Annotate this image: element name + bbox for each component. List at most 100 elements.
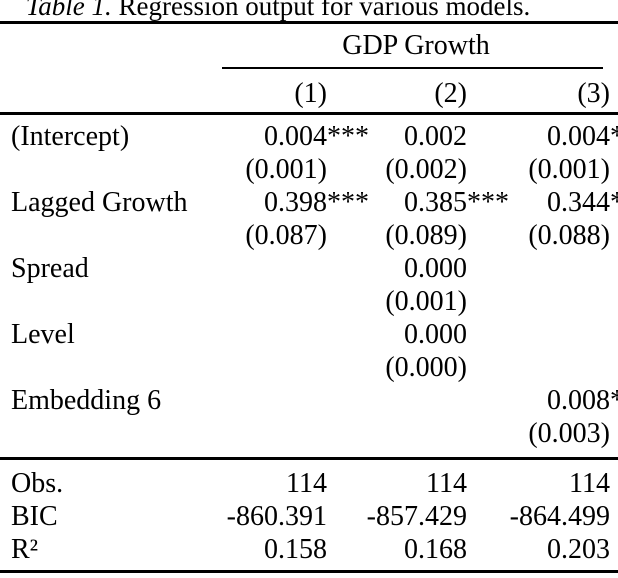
- cell-value: (0.002): [385, 154, 467, 185]
- row-label: [0, 285, 222, 318]
- cell: 0.004***: [264, 121, 369, 152]
- cell: -860.391: [226, 501, 327, 532]
- coefficient-rows: (Intercept) 0.004*** 0.002 0.004*** (0.0…: [0, 120, 618, 450]
- table-row: (0.001) (0.002) (0.001): [0, 153, 610, 186]
- row-label: BIC: [11, 501, 58, 532]
- table-midrule-top: [0, 112, 618, 115]
- table-caption: Table 1. Regression output for various m…: [0, 0, 556, 20]
- cell: [222, 384, 327, 417]
- table-row: (0.087) (0.089) (0.088): [0, 219, 610, 252]
- table-row: Level 0.000: [0, 318, 610, 351]
- cell: 0.158: [264, 534, 327, 565]
- row-label: [0, 351, 222, 384]
- cell: (0.089): [327, 219, 467, 252]
- cell: [222, 417, 327, 450]
- cell: 0.002: [327, 120, 467, 153]
- cell-value: (0.089): [385, 220, 467, 251]
- summary-statistics-rows: Obs. 114 114 114 BIC -860.391 -857.429 -…: [0, 467, 610, 566]
- cell: 114: [426, 468, 467, 499]
- cell-value: (0.003): [528, 418, 610, 449]
- cell: [222, 351, 327, 384]
- cell: [222, 318, 327, 351]
- cell-value: 0.000: [404, 253, 467, 284]
- cell: 0.385***: [404, 187, 509, 218]
- cell-value: 0.000: [404, 319, 467, 350]
- table-row: R² 0.158 0.168 0.203: [0, 533, 610, 566]
- cell-value: (0.088): [528, 220, 610, 251]
- cell: [327, 384, 467, 417]
- cell: 0.000: [327, 318, 467, 351]
- cell: (0.002): [327, 153, 467, 186]
- table-caption-number: Table 1.: [25, 0, 112, 21]
- cell: (0.003): [467, 417, 610, 450]
- cell: 114: [569, 468, 610, 499]
- table-toprule: [0, 21, 618, 24]
- cell: 114: [286, 468, 327, 499]
- cell-value: 0.344: [547, 187, 610, 218]
- column-header-2: (2): [434, 78, 467, 109]
- table-caption-text: Regression output for various models.: [111, 0, 531, 21]
- cell: 0.008*: [467, 384, 618, 417]
- table-row: BIC -860.391 -857.429 -864.499: [0, 500, 610, 533]
- table-row: (0.000): [0, 351, 610, 384]
- cell: (0.087): [222, 219, 327, 252]
- cell: [467, 318, 610, 351]
- cell: [327, 417, 467, 450]
- cell: (0.000): [327, 351, 467, 384]
- row-label: Level: [11, 319, 75, 350]
- cell: (0.001): [327, 285, 467, 318]
- cell-value: 0.004: [264, 121, 327, 152]
- cell: 0.203: [547, 534, 610, 565]
- table-bottomrule: [0, 570, 618, 573]
- group-header-underline: [222, 67, 603, 69]
- column-header-3: (3): [577, 78, 610, 109]
- cell-value: 0.002: [404, 121, 467, 152]
- row-label: [0, 153, 222, 186]
- table-row: Spread 0.000: [0, 252, 610, 285]
- cell: 0.000: [327, 252, 467, 285]
- cell: [467, 252, 610, 285]
- row-label: Embedding 6: [11, 385, 162, 416]
- cell-value: 0.008: [547, 385, 610, 416]
- cell-value: (0.087): [245, 220, 327, 251]
- cell: (0.001): [222, 153, 327, 186]
- row-label: Lagged Growth: [11, 187, 188, 218]
- table-row: Lagged Growth 0.398*** 0.385*** 0.344***: [0, 186, 618, 219]
- cell: [467, 351, 610, 384]
- cell: -864.499: [509, 501, 610, 532]
- cell-value: (0.001): [245, 154, 327, 185]
- row-label: [0, 219, 222, 252]
- cell-value: 0.004: [547, 121, 610, 152]
- cell-value: 0.385: [404, 187, 467, 218]
- cell: [467, 285, 610, 318]
- column-header-row: (1) (2) (3): [0, 77, 610, 110]
- table-row: Obs. 114 114 114: [0, 467, 610, 500]
- cell: 0.344***: [467, 186, 618, 219]
- cell-value: (0.001): [385, 286, 467, 317]
- cell: 0.168: [404, 534, 467, 565]
- cell: [222, 285, 327, 318]
- table-row: (0.003): [0, 417, 610, 450]
- cell: [222, 252, 327, 285]
- table-row: Embedding 6 0.008*: [0, 384, 618, 417]
- cell-value: 0.398: [264, 187, 327, 218]
- row-label: Spread: [11, 253, 89, 284]
- row-label: R²: [11, 534, 39, 565]
- column-header-1: (1): [294, 78, 327, 109]
- table-row: (Intercept) 0.004*** 0.002 0.004***: [0, 120, 618, 153]
- row-label: (Intercept): [11, 121, 130, 152]
- cell: 0.004***: [467, 120, 618, 153]
- row-label: Obs.: [11, 468, 64, 499]
- cell-value: (0.001): [528, 154, 610, 185]
- cell: (0.001): [467, 153, 610, 186]
- table-midrule-bottom: [0, 457, 618, 460]
- cell: -857.429: [366, 501, 467, 532]
- row-label: [0, 417, 222, 450]
- row-label: [0, 77, 222, 110]
- table-row: (0.001): [0, 285, 610, 318]
- cell-value: (0.000): [385, 352, 467, 383]
- cell: 0.398***: [264, 187, 369, 218]
- cell: (0.088): [467, 219, 610, 252]
- dependent-variable-header: GDP Growth: [342, 30, 490, 61]
